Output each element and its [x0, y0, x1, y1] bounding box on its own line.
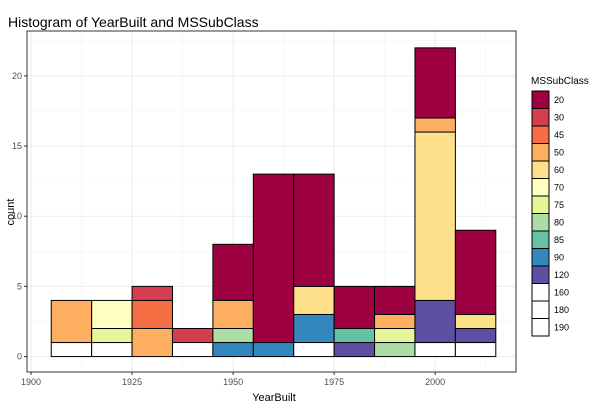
legend: MSSubClass 20 30 45 50 60 70 75 80 85 90 120 160 180… [531, 76, 589, 337]
y-tick-label: 10 [12, 211, 22, 221]
legend-label-50: 50 [554, 147, 564, 157]
bar-segment-50 [131, 327, 173, 358]
bar-segment-60 [414, 131, 456, 301]
bar-segment-50 [212, 299, 254, 329]
y-axis: 0 5 10 15 20 [12, 71, 27, 362]
bar-segment-20 [212, 243, 254, 301]
legend-key-70 [531, 178, 550, 197]
bar-segment-120 [333, 342, 376, 358]
legend-label-70: 70 [554, 182, 564, 192]
legend-label-160: 160 [554, 287, 569, 297]
bar-segment-20 [414, 47, 456, 119]
legend-title: MSSubClass [531, 76, 589, 87]
legend-key-85 [531, 230, 550, 249]
legend-key-190 [531, 318, 550, 337]
bar-segment-80 [374, 342, 416, 358]
bar-segment-75 [374, 327, 416, 344]
bar-segment-90 [252, 342, 295, 358]
chart-title: Histogram of YearBuilt and MSSubClass [8, 14, 259, 30]
x-tick-label: 2000 [425, 377, 445, 387]
y-tick-label: 5 [17, 281, 22, 291]
bar-segment-190 [171, 342, 214, 358]
legend-label-180: 180 [554, 305, 569, 315]
bar-segment-190 [50, 342, 93, 358]
legend-label-85: 85 [554, 235, 564, 245]
legend-label-45: 45 [554, 130, 564, 140]
y-axis-title: count [5, 199, 17, 226]
bar-segment-190 [293, 342, 335, 358]
y-tick-label: 0 [17, 352, 22, 362]
bar-segment-20 [333, 285, 376, 329]
legend-key-180 [531, 300, 550, 319]
legend-key-160 [531, 283, 550, 302]
panel-border [26, 30, 517, 373]
bar-segment-90 [212, 342, 254, 358]
legend-key-20 [531, 90, 550, 109]
bar-segment-50 [374, 313, 416, 329]
legend-label-80: 80 [554, 217, 564, 227]
legend-label-75: 75 [554, 200, 564, 210]
legend-key-50 [531, 143, 550, 162]
bar-segment-45 [131, 299, 173, 329]
legend-key-90 [531, 248, 550, 267]
bar-segment-75 [91, 327, 133, 344]
x-tick-label: 1925 [122, 377, 142, 387]
bar-segment-120 [414, 299, 456, 344]
bar-segment-20 [252, 173, 295, 344]
legend-label-60: 60 [554, 165, 564, 175]
legend-key-45 [531, 125, 550, 144]
bar-segment-190 [454, 342, 497, 358]
legend-label-120: 120 [554, 270, 569, 280]
legend-key-75 [531, 195, 550, 214]
bar-segment-190 [91, 342, 133, 358]
bar-segment-90 [293, 313, 335, 344]
bar-segment-190 [414, 342, 456, 358]
legend-label-20: 20 [554, 95, 564, 105]
legend-key-80 [531, 213, 550, 232]
legend-key-60 [531, 160, 550, 179]
legend-key-30 [531, 108, 550, 127]
bar-segment-60 [454, 313, 497, 329]
x-tick-label: 1900 [21, 377, 41, 387]
legend-key-120 [531, 265, 550, 284]
y-tick-label: 15 [12, 141, 22, 151]
bar-segment-85 [333, 327, 376, 344]
plot-panel [26, 30, 517, 373]
bar-segment-60 [293, 285, 335, 315]
bar-segment-30 [131, 285, 173, 301]
x-tick-label: 1950 [223, 377, 243, 387]
x-axis-title: YearBuilt [252, 392, 296, 404]
bar-segment-30 [171, 327, 214, 344]
x-tick-label: 1975 [324, 377, 344, 387]
legend-label-190: 190 [554, 322, 569, 332]
x-axis: 1900 1925 1950 1975 2000 [21, 372, 445, 387]
bar-segment-80 [212, 327, 254, 344]
legend-label-30: 30 [554, 112, 564, 122]
y-tick-label: 20 [12, 71, 22, 81]
legend-label-90: 90 [554, 252, 564, 262]
bar-segment-20 [374, 285, 416, 315]
bar-segment-50 [414, 117, 456, 133]
bar-segment-50 [50, 299, 93, 344]
bar-segment-70 [91, 299, 133, 329]
bar-segment-120 [454, 327, 497, 344]
bar-segment-20 [293, 173, 335, 287]
bar-segment-20 [454, 229, 497, 315]
